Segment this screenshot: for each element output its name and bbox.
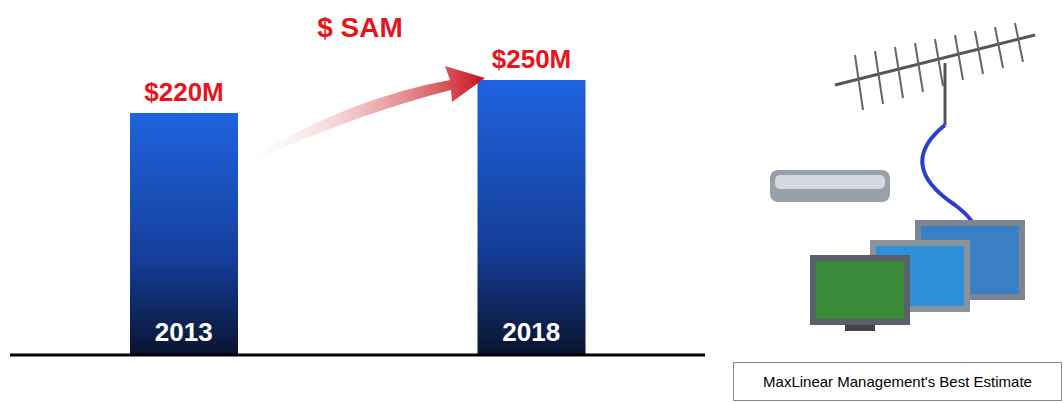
svg-text:$220M: $220M xyxy=(144,77,224,107)
html-text:MaxLinear Management's Best Es: MaxLinear Management's Best Estimate xyxy=(763,373,1032,390)
svg-text:$250M: $250M xyxy=(492,44,572,74)
svg-text:2013: 2013 xyxy=(155,317,213,347)
html-text:$ SAM: $ SAM xyxy=(317,12,403,43)
svg-text:2018: 2018 xyxy=(502,317,560,347)
